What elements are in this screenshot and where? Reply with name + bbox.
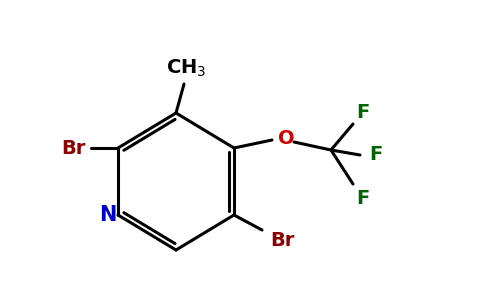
Text: O: O [278,128,294,148]
Text: N: N [99,205,117,225]
Text: Br: Br [61,139,85,158]
Text: F: F [369,146,383,164]
Text: CH$_3$: CH$_3$ [166,57,206,79]
Text: F: F [356,188,370,208]
Text: F: F [356,103,370,122]
Text: Br: Br [270,230,294,250]
